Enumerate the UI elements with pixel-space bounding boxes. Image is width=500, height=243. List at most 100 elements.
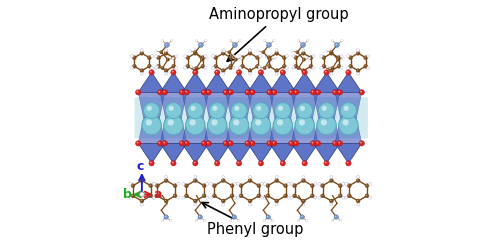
Circle shape — [276, 73, 277, 74]
Circle shape — [250, 141, 255, 146]
Circle shape — [172, 162, 174, 163]
Circle shape — [340, 39, 343, 42]
Circle shape — [337, 141, 342, 146]
Circle shape — [330, 52, 332, 53]
Circle shape — [230, 194, 234, 198]
Circle shape — [294, 91, 296, 92]
Circle shape — [232, 215, 236, 219]
Circle shape — [322, 64, 326, 68]
Circle shape — [272, 219, 274, 222]
Circle shape — [276, 49, 277, 50]
Circle shape — [229, 64, 232, 68]
Circle shape — [206, 196, 208, 199]
Circle shape — [295, 65, 296, 66]
Circle shape — [172, 71, 174, 72]
Circle shape — [224, 91, 226, 92]
Circle shape — [292, 194, 296, 198]
Circle shape — [368, 196, 372, 199]
Circle shape — [166, 43, 167, 45]
Circle shape — [160, 51, 163, 54]
Circle shape — [229, 219, 232, 222]
Circle shape — [340, 55, 343, 58]
Circle shape — [184, 55, 185, 56]
Circle shape — [140, 49, 143, 52]
Circle shape — [129, 183, 130, 184]
Circle shape — [224, 142, 226, 143]
Circle shape — [365, 194, 369, 198]
Circle shape — [194, 204, 196, 205]
Circle shape — [360, 91, 362, 92]
Circle shape — [194, 51, 197, 54]
Circle shape — [264, 197, 265, 198]
Circle shape — [276, 49, 278, 52]
Circle shape — [331, 66, 334, 70]
Circle shape — [212, 119, 218, 126]
Circle shape — [232, 55, 234, 56]
Circle shape — [151, 67, 152, 68]
Circle shape — [330, 49, 332, 50]
Circle shape — [267, 90, 272, 95]
Circle shape — [292, 55, 295, 58]
Circle shape — [342, 57, 344, 60]
Circle shape — [194, 200, 196, 201]
Circle shape — [322, 65, 324, 66]
Circle shape — [249, 176, 250, 177]
Circle shape — [190, 106, 196, 111]
Circle shape — [347, 162, 348, 163]
Circle shape — [202, 194, 206, 198]
Circle shape — [185, 142, 187, 143]
Circle shape — [164, 179, 168, 182]
Circle shape — [230, 115, 249, 135]
Circle shape — [184, 67, 185, 68]
Circle shape — [206, 57, 208, 60]
Circle shape — [194, 69, 196, 71]
Circle shape — [294, 90, 299, 95]
Circle shape — [231, 103, 247, 119]
Circle shape — [136, 90, 141, 95]
Circle shape — [366, 195, 367, 196]
Circle shape — [184, 194, 188, 198]
Circle shape — [204, 39, 207, 42]
Circle shape — [200, 43, 201, 45]
Circle shape — [234, 196, 236, 199]
Circle shape — [156, 56, 160, 60]
Circle shape — [239, 55, 240, 56]
Circle shape — [202, 142, 204, 143]
Circle shape — [356, 203, 360, 206]
Circle shape — [170, 219, 172, 222]
Circle shape — [133, 56, 134, 58]
Circle shape — [286, 66, 288, 69]
Circle shape — [302, 204, 304, 205]
Circle shape — [248, 72, 252, 75]
Circle shape — [164, 91, 165, 92]
Circle shape — [164, 72, 168, 75]
Circle shape — [232, 67, 234, 68]
Circle shape — [176, 196, 180, 199]
Circle shape — [171, 70, 176, 75]
Circle shape — [307, 40, 308, 41]
Circle shape — [156, 184, 160, 188]
Circle shape — [204, 55, 206, 56]
Circle shape — [332, 39, 334, 42]
Circle shape — [330, 176, 332, 177]
Circle shape — [334, 142, 335, 143]
Circle shape — [360, 142, 362, 143]
Circle shape — [156, 66, 158, 68]
Circle shape — [249, 73, 250, 74]
Circle shape — [287, 196, 290, 199]
Circle shape — [147, 106, 152, 111]
Circle shape — [368, 182, 372, 185]
Circle shape — [161, 219, 164, 222]
Circle shape — [302, 51, 306, 55]
Circle shape — [194, 73, 196, 74]
Circle shape — [338, 184, 342, 188]
Circle shape — [205, 40, 206, 41]
Circle shape — [294, 142, 296, 143]
Circle shape — [332, 90, 338, 95]
Circle shape — [249, 49, 250, 50]
Circle shape — [256, 56, 260, 60]
Circle shape — [231, 195, 232, 196]
Circle shape — [276, 72, 278, 75]
Circle shape — [356, 199, 360, 203]
Circle shape — [132, 64, 136, 68]
